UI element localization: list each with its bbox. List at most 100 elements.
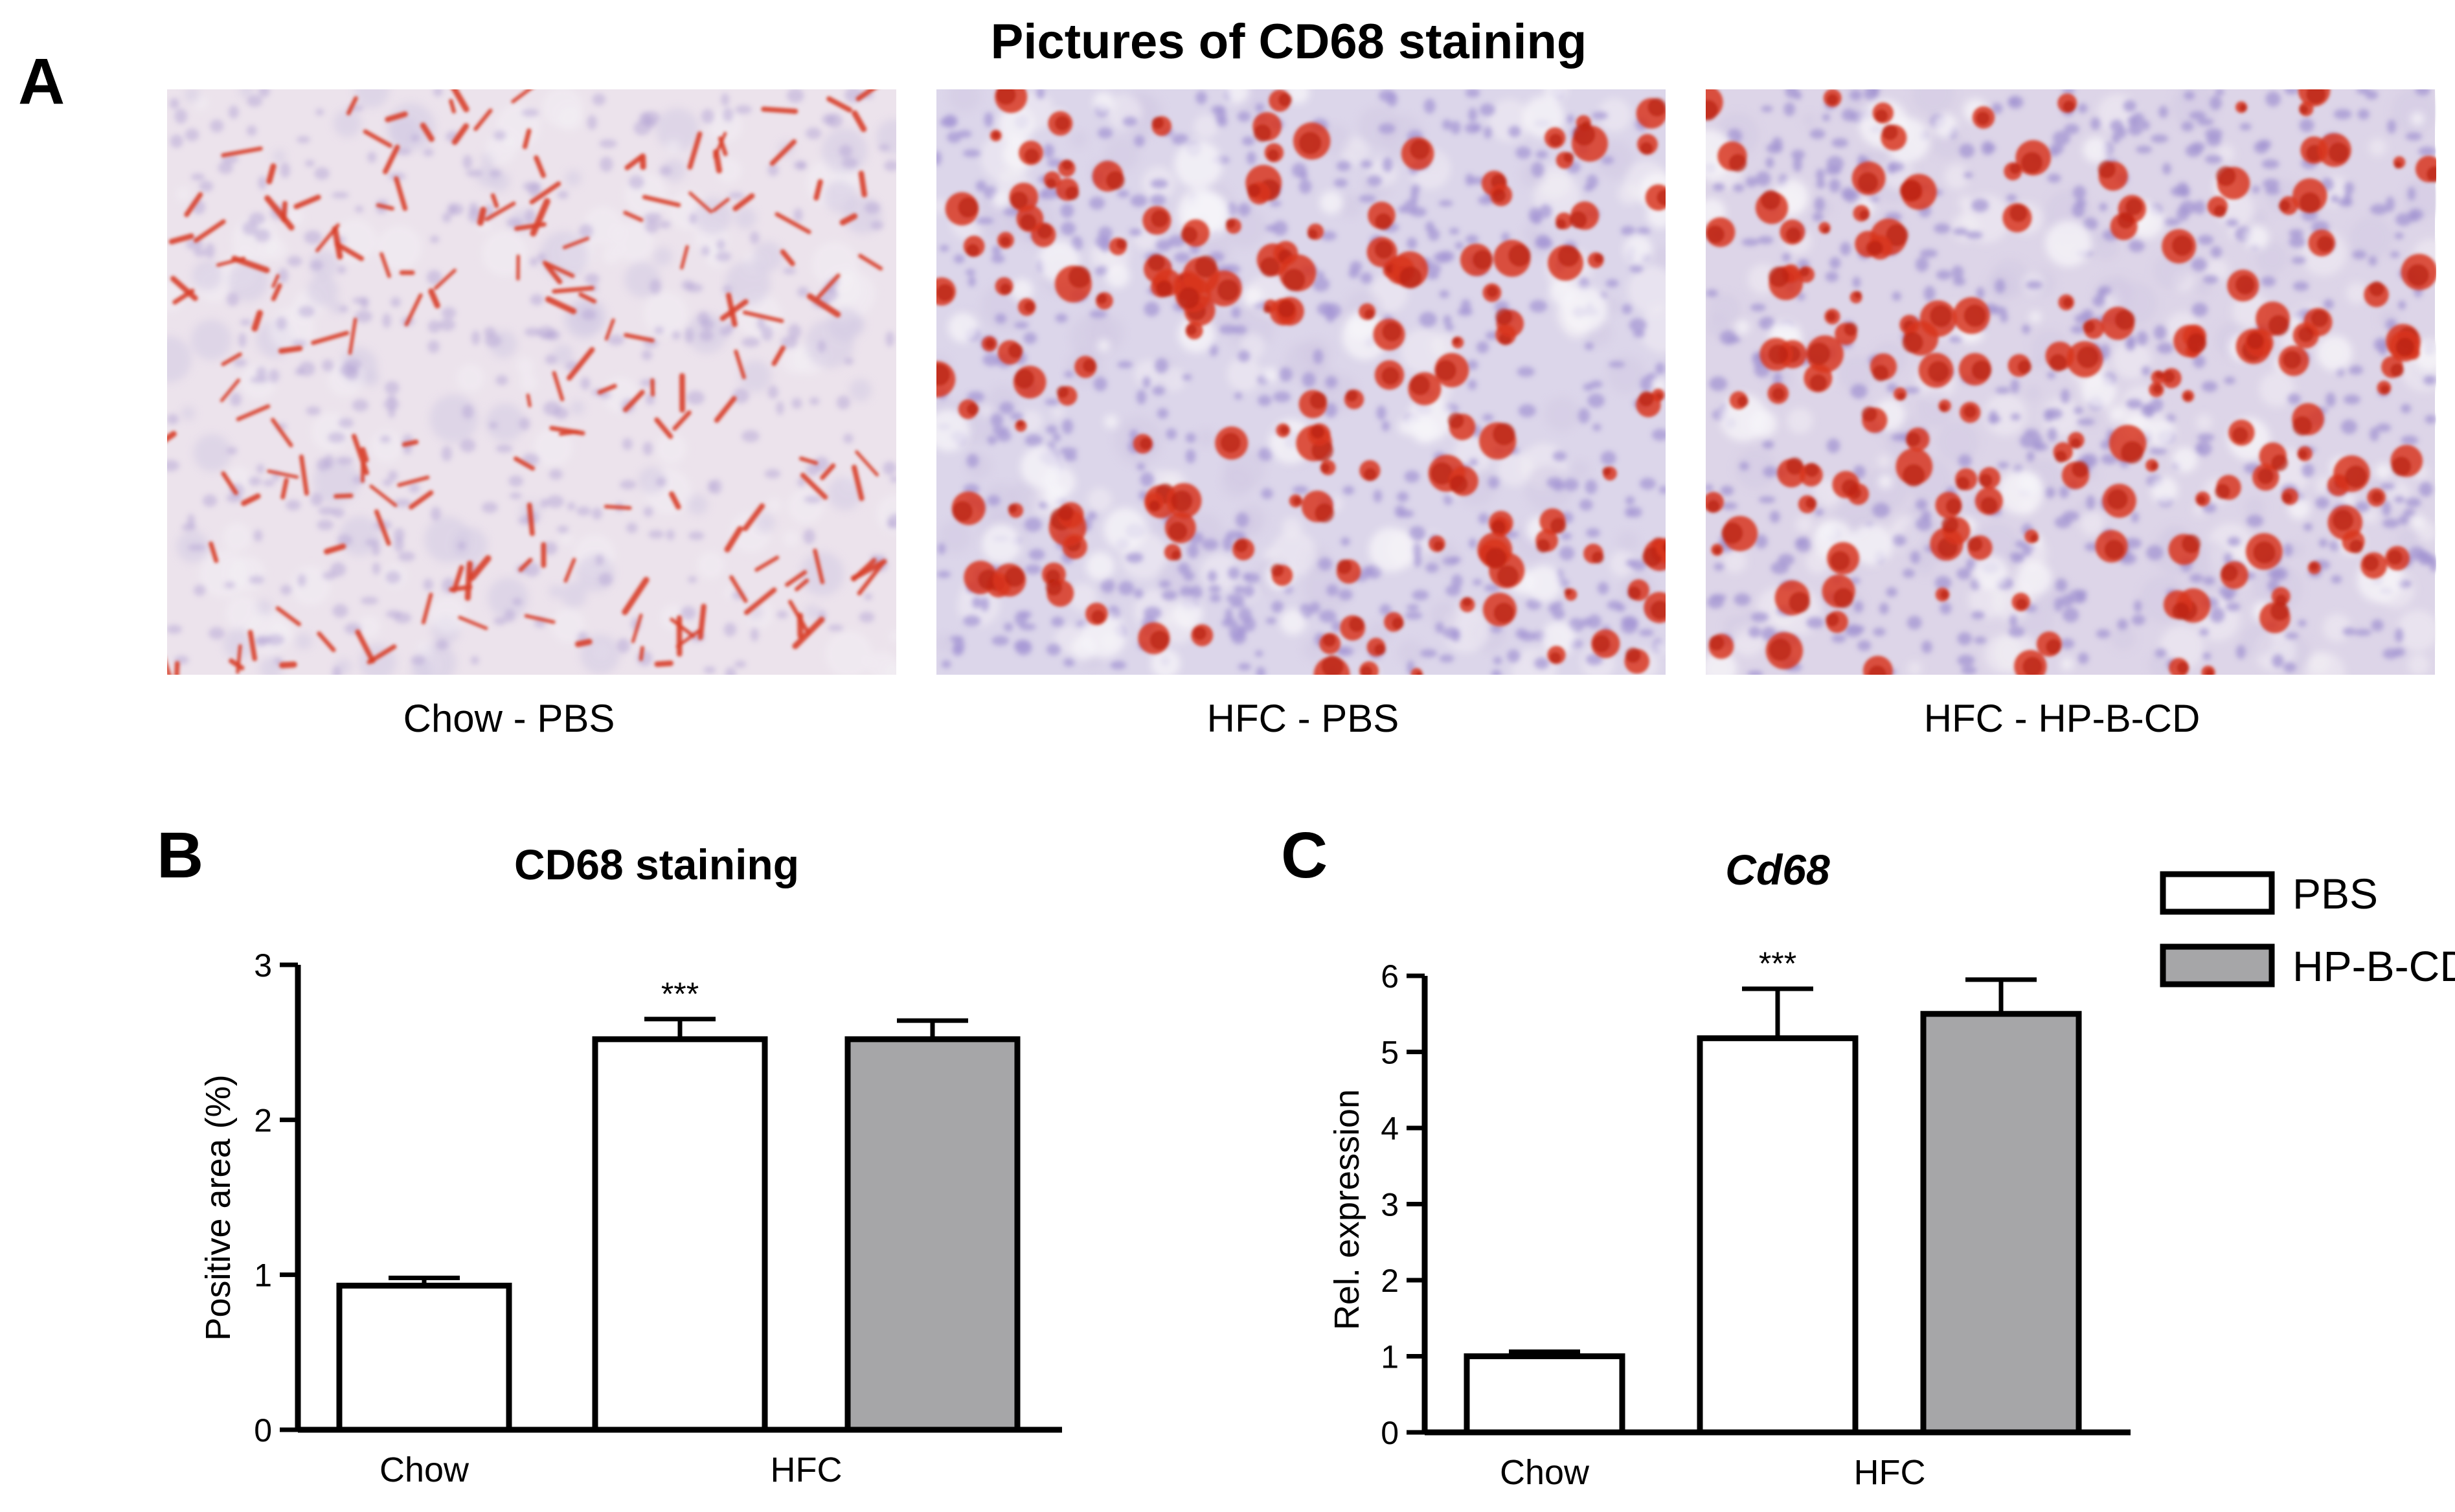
nucleus	[1130, 194, 1148, 207]
nucleus	[466, 169, 483, 177]
nucleus	[1312, 276, 1330, 292]
stained-cell	[229, 658, 245, 671]
nucleus	[1298, 179, 1312, 194]
tissue-blotch	[583, 205, 623, 245]
nucleus	[1064, 371, 1074, 378]
nucleus	[187, 544, 206, 551]
nucleus	[1238, 662, 1251, 671]
stained-cell	[451, 89, 470, 113]
nucleus	[304, 230, 322, 244]
nucleus	[1063, 453, 1078, 462]
stained-cell-core	[1220, 433, 1241, 453]
nucleus	[2022, 324, 2031, 334]
nucleus	[2131, 112, 2145, 126]
stained-cell-core	[1657, 189, 1666, 206]
vacuole	[1020, 446, 1063, 488]
nucleus	[2343, 394, 2360, 405]
nucleus	[256, 464, 265, 474]
legend-entry-pbs: PBS	[2160, 870, 2378, 918]
tissue-blotch	[239, 89, 255, 98]
nucleus	[2156, 343, 2174, 354]
nucleus	[1966, 558, 1976, 571]
nucleus	[1381, 420, 1390, 432]
nucleus	[174, 108, 188, 124]
nucleus	[1338, 589, 1353, 601]
tissue-blotch	[725, 260, 771, 306]
nucleus	[1965, 231, 1983, 240]
stained-cell	[624, 333, 655, 343]
nucleus	[628, 175, 644, 189]
stained-cell	[669, 491, 681, 510]
stained-cell-core	[1940, 403, 1948, 412]
vacuole	[2017, 561, 2052, 596]
nucleus	[1438, 199, 1453, 207]
tissue-blotch	[1570, 460, 1590, 479]
nucleus	[2047, 174, 2061, 183]
tissue-blotch	[549, 585, 562, 598]
nucleus	[2204, 128, 2223, 139]
stained-cell	[631, 613, 643, 644]
nucleus	[1739, 461, 1749, 471]
stained-cell-core	[1557, 245, 1579, 267]
nucleus	[1089, 310, 1107, 319]
nucleus	[1473, 579, 1482, 586]
tissue-blotch	[2322, 613, 2351, 642]
nucleus	[1361, 160, 1372, 168]
stained-cell	[542, 260, 575, 278]
nucleus	[190, 173, 205, 181]
stained-cell-core	[1361, 666, 1373, 675]
nucleus	[1273, 391, 1291, 403]
stained-cell	[293, 194, 321, 210]
nucleus	[2064, 124, 2079, 135]
nucleus	[1004, 622, 1013, 632]
nucleus	[1769, 510, 1780, 523]
tissue-blotch	[947, 89, 980, 112]
stained-cell	[421, 592, 433, 625]
stained-cell	[420, 122, 435, 142]
nucleus	[990, 413, 1004, 427]
nucleus	[883, 461, 896, 475]
stained-cell	[221, 146, 263, 158]
nucleus	[1457, 308, 1473, 317]
vacuole	[2244, 225, 2269, 251]
stained-cell-core	[1861, 406, 1877, 422]
nucleus	[2246, 514, 2264, 527]
nucleus	[1629, 506, 1642, 518]
stained-cell	[428, 288, 440, 309]
nucleus	[268, 368, 280, 383]
nucleus	[797, 286, 809, 297]
nucleus	[1605, 279, 1619, 288]
nucleus	[529, 257, 538, 267]
tissue-blotch	[2368, 138, 2387, 157]
nucleus	[806, 127, 822, 140]
nucleus	[1425, 563, 1439, 573]
nucleus	[1921, 640, 1932, 653]
vacuole	[1623, 235, 1653, 264]
stained-cell	[513, 456, 536, 471]
tissue-blotch	[1051, 405, 1065, 420]
nucleus	[299, 361, 315, 376]
tissue-blotch	[2030, 356, 2044, 370]
nucleus	[1748, 626, 1761, 638]
stained-cell-core	[1941, 516, 1959, 534]
nucleus	[1534, 657, 1550, 670]
tissue-blotch	[1706, 313, 1729, 337]
stained-cell	[529, 181, 561, 205]
stained-cell-core	[1447, 412, 1464, 429]
nucleus	[379, 435, 391, 444]
nucleus	[1829, 178, 1840, 193]
nucleus	[1238, 350, 1250, 363]
stained-cell-core	[1267, 149, 1279, 161]
tissue-blotch	[2195, 281, 2211, 297]
nucleus	[1100, 578, 1115, 593]
stained-cell-core	[1706, 500, 1720, 513]
nucleus	[1024, 564, 1042, 575]
nucleus	[1934, 223, 1951, 234]
nucleus	[776, 401, 784, 415]
stained-cell-core	[1945, 498, 1962, 515]
nucleus	[2398, 300, 2406, 310]
stained-cell-core	[2017, 360, 2031, 374]
nucleus	[1485, 331, 1499, 340]
tissue-blotch	[2349, 216, 2392, 260]
stained-cell	[522, 128, 532, 150]
